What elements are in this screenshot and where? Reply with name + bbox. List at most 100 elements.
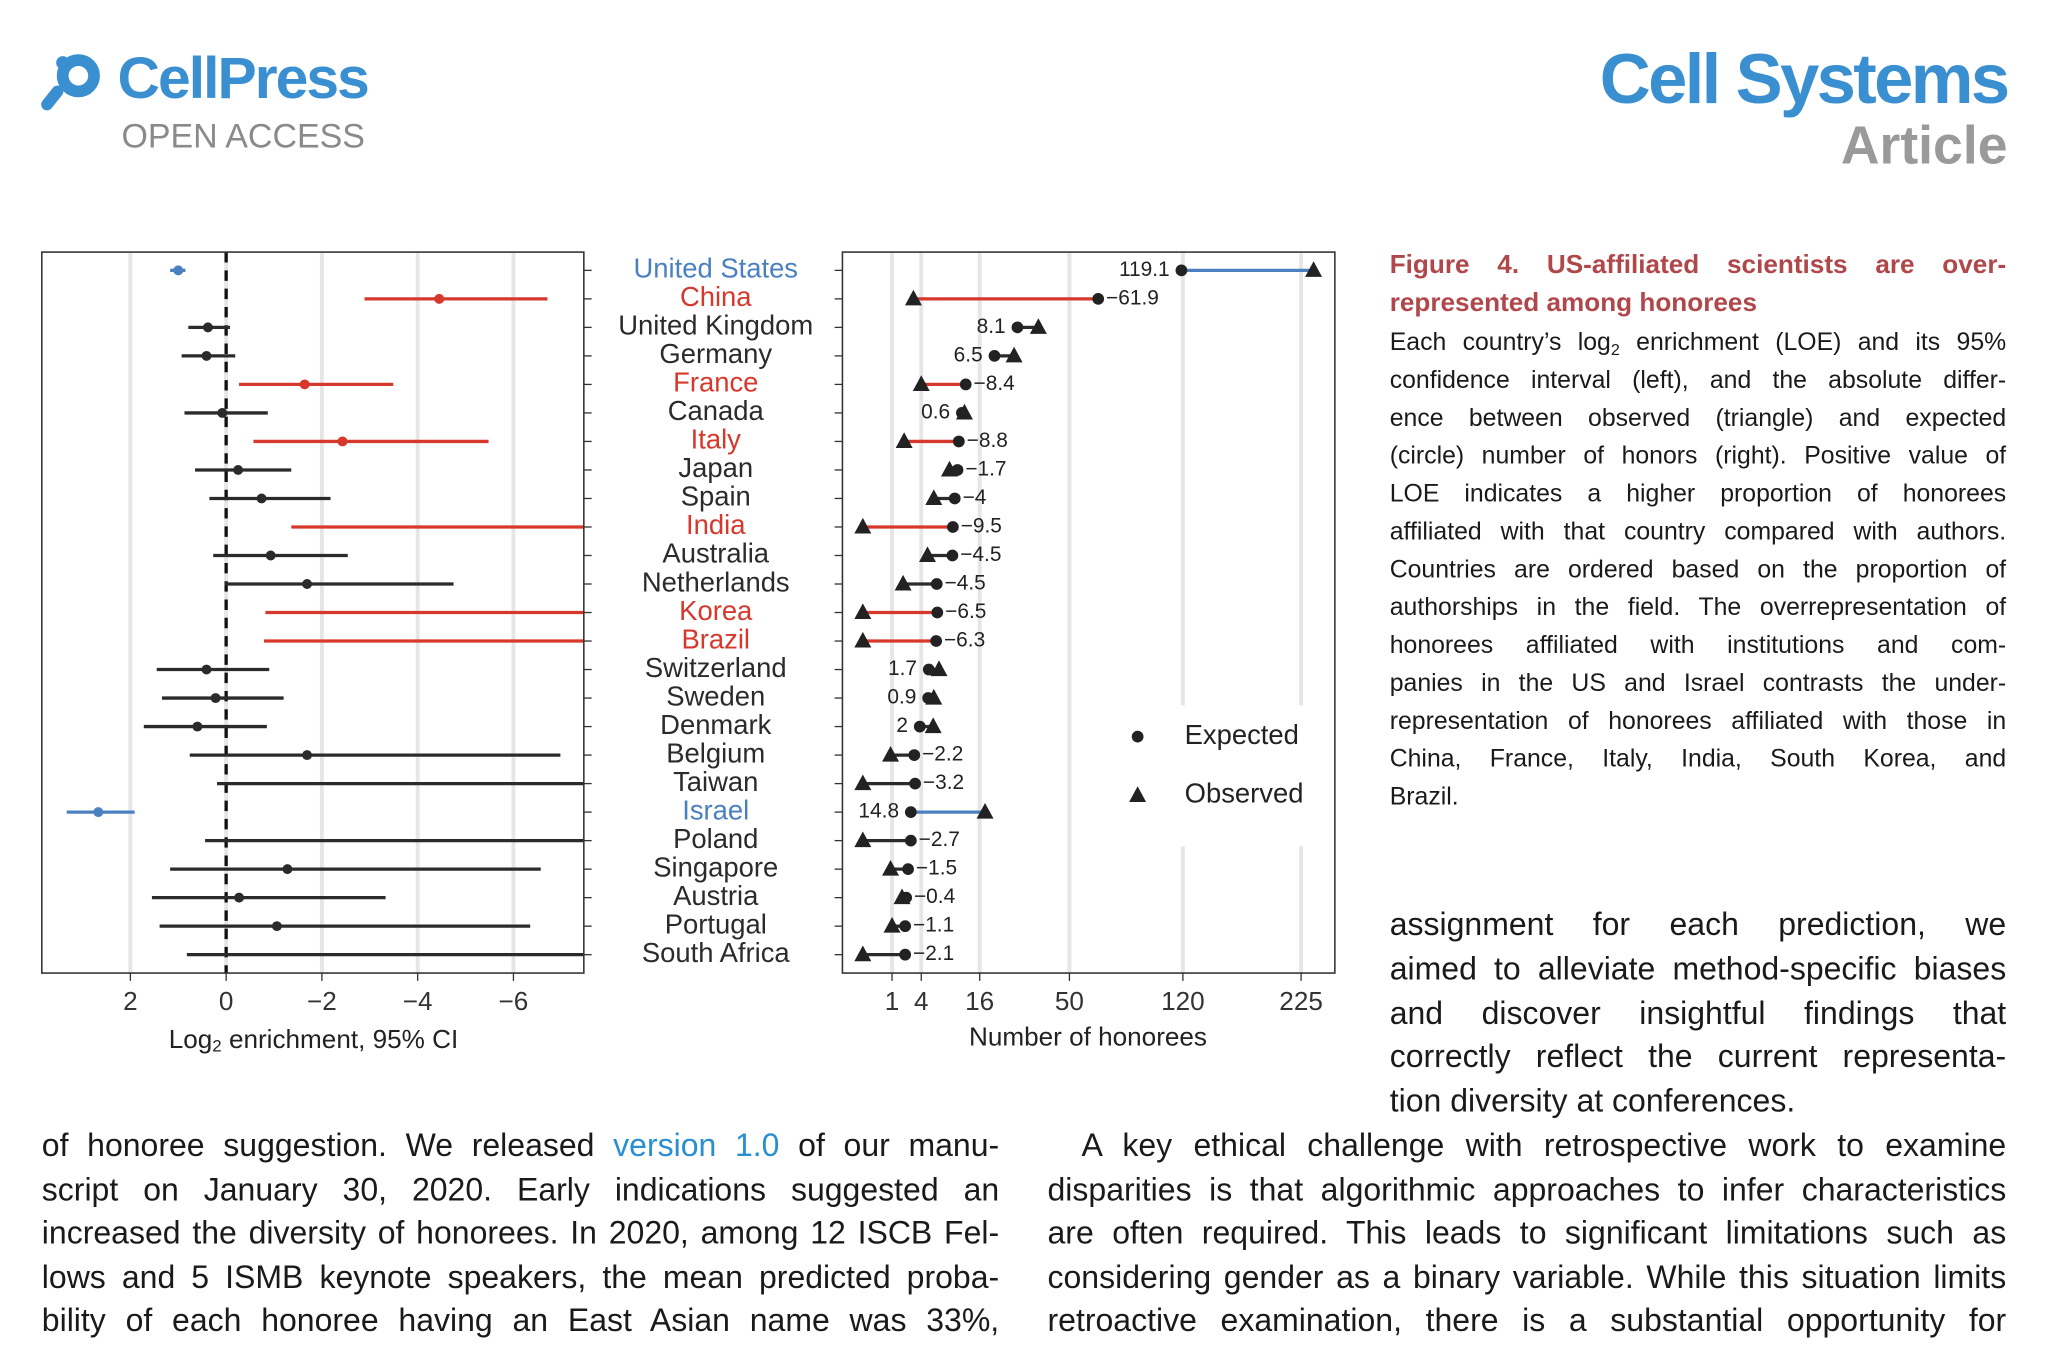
body-line: script on January 30, 2020. Early indica… [41,1172,1000,1208]
difference-label: −4.5 [945,572,986,595]
point-estimate [233,464,244,475]
expected-marker [909,777,921,790]
observed-marker [893,888,911,905]
x-tick-label: −6 [499,986,529,1016]
body-line: increased the diversity of honorees. In … [41,1216,1000,1252]
observed-marker [854,774,872,791]
point-estimate [434,293,445,304]
legend-marker [1131,730,1144,743]
observed-marker [955,403,973,420]
difference-label: −9.5 [961,514,1002,537]
category-label: Sweden [666,680,765,711]
legend: Expected Observed [1104,705,1334,847]
difference-label: 0.6 [921,400,950,423]
difference-label: 2 [896,714,908,737]
point-estimate [234,892,245,903]
expected-marker [1011,321,1024,334]
observed-marker [882,859,900,876]
point-estimate [210,693,221,704]
difference-label: −8.4 [974,372,1015,395]
category-label: India [686,509,746,540]
x-tick-label: 1 [885,986,900,1016]
body-line: lows and 5 ISMB keynote speakers, the me… [41,1260,1000,1296]
cellpress-logo-icon [41,54,100,111]
body-line: bility of each honoree having an East As… [41,1303,1000,1340]
difference-label: −2.2 [922,743,963,766]
legend-label: Expected [1185,719,1299,750]
observed-marker [883,917,901,933]
x-tick-label: 0 [219,986,234,1016]
difference-label: 6.5 [954,343,983,366]
body-line: retroactive examination, there is a subs… [1047,1303,2007,1340]
difference-label: −1.7 [965,457,1006,480]
expected-marker [931,606,944,619]
body-line: of honoree suggestion. We released versi… [42,1125,999,1169]
expected-marker [946,549,959,562]
caption-title-line: Figure 4. US-affiliated scientists are o… [1389,250,2007,279]
caption-line: representation of honorees affiliated wi… [1389,707,2007,735]
point-estimate [201,664,212,675]
point-estimate [256,493,267,504]
observed-marker [912,375,930,391]
text-run: of our manu- [779,1128,1000,1165]
observed-marker [904,289,922,306]
difference-label: −2.7 [919,828,960,851]
link[interactable]: version 1.0 [613,1128,780,1165]
difference-label: 8.1 [977,315,1006,338]
difference-label: −61.9 [1106,286,1159,309]
body-line: disparities is that algorithmic approach… [1047,1172,2007,1208]
category-label: Austria [673,880,759,911]
expected-marker [947,521,959,533]
difference-label: −8.8 [967,429,1008,452]
point-estimate [302,750,313,761]
expected-marker [988,350,1001,362]
x-axis-label-text: enrichment, 95% CI [222,1024,459,1054]
x-tick-label: 50 [1055,986,1084,1016]
text-run: enrichment (LOE) and its 95% [1619,328,2007,356]
expected-marker [902,863,914,876]
point-estimate [265,550,276,561]
observed-marker [894,574,912,591]
difference-label: 14.8 [858,800,899,823]
legend-marker [1129,786,1147,802]
x-tick-label: 4 [914,986,929,1016]
category-label: Italy [691,424,742,455]
category-label: Netherlands [642,566,790,597]
point-estimate [192,721,203,732]
x-axis-label: Log2 enrichment, 95% CI [169,1024,459,1056]
category-label: Canada [668,395,765,426]
body-line: considering gender as a binary variable.… [1047,1260,2007,1296]
caption-line: (circle) number of honors (right). Posit… [1389,442,2007,470]
observed-marker [1005,346,1023,363]
expected-marker [922,663,935,676]
subscript: 2 [1610,339,1620,359]
point-estimate [217,407,228,418]
brand: CellPress [117,44,370,112]
expected-marker [913,720,926,733]
expected-marker [952,435,965,448]
category-label: Germany [659,338,772,369]
x-axis-label: Number of honorees [969,1021,1207,1051]
x-tick-label: −4 [403,986,433,1016]
difference-label: −6.3 [944,629,985,652]
logo-stem [41,85,64,111]
logo-ring [56,54,100,98]
body-line: aimed to alleviate method-specific biase… [1389,951,2007,988]
expected-marker [908,749,921,761]
legend-label: Observed [1185,778,1304,809]
difference-label: 1.7 [888,657,917,680]
logo-dot [56,56,70,70]
caption-title-line: represented among honorees [1389,287,1757,317]
caption-line: Brazil. [1389,783,1459,811]
caption-line: ence between observed (triangle) and exp… [1389,404,2007,432]
difference-label: −4.5 [960,543,1001,566]
category-label: Japan [678,452,753,483]
category-label: United States [633,253,798,284]
observed-marker [919,546,936,563]
observed-marker [924,717,942,734]
observed-marker [925,489,943,505]
expected-marker [904,834,917,847]
observed-marker [1305,261,1323,277]
category-label: Singapore [653,851,778,882]
observed-marker [882,745,900,762]
